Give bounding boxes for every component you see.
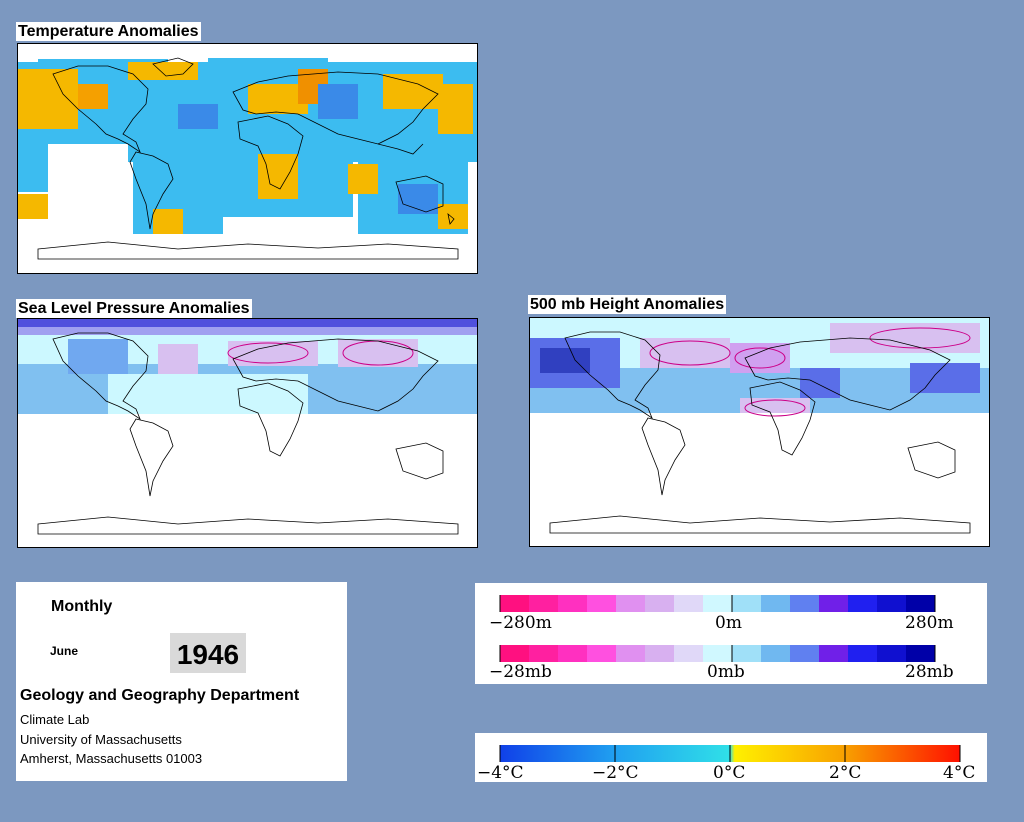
info-panel: Monthly June 1946 Geology and Geography … bbox=[16, 582, 347, 781]
address-line: Climate Lab bbox=[20, 712, 90, 727]
year-label: 1946 bbox=[170, 633, 246, 673]
temperature-legend: −4°C −2°C 0°C 2°C 4°C bbox=[475, 733, 987, 782]
temperature-anomaly-map bbox=[17, 43, 478, 274]
temperature-anomaly-field bbox=[18, 58, 477, 273]
temperature-legend-label: 4°C bbox=[943, 763, 975, 782]
pressure-legend-label: 0mb bbox=[707, 662, 745, 682]
department-name: Geology and Geography Department bbox=[20, 687, 300, 704]
height-contours bbox=[649, 327, 971, 417]
pressure-anomaly-field bbox=[18, 319, 477, 547]
height-legend-label: −280m bbox=[489, 613, 552, 633]
height-map-title: 500 mb Height Anomalies bbox=[528, 295, 727, 314]
temperature-legend-label: −2°C bbox=[592, 763, 639, 782]
month-label: June bbox=[50, 644, 79, 658]
period-label: Monthly bbox=[51, 598, 113, 615]
address-line: University of Massachusetts bbox=[20, 732, 182, 747]
pressure-legend-label: −28mb bbox=[489, 662, 552, 682]
temperature-legend-label: 2°C bbox=[829, 763, 861, 782]
pressure-anomaly-map bbox=[17, 318, 478, 548]
temperature-legend-label: −4°C bbox=[477, 763, 524, 782]
height-legend-label: 280m bbox=[905, 613, 954, 633]
height-anomaly-map bbox=[529, 317, 990, 547]
pressure-coastlines bbox=[37, 332, 459, 535]
height-legend-label: 0m bbox=[715, 613, 742, 633]
temperature-map-title: Temperature Anomalies bbox=[16, 22, 201, 41]
height-color-scale: −280m 0m 280m bbox=[489, 595, 954, 633]
temperature-coastlines bbox=[37, 57, 459, 260]
temperature-legend-label: 0°C bbox=[713, 763, 745, 782]
pressure-legend-label: 28mb bbox=[905, 662, 954, 682]
pressure-color-scale: −28mb 0mb 28mb bbox=[489, 645, 954, 682]
height-pressure-legend: −280m 0m 280m −28mb 0mb 28mb bbox=[475, 583, 987, 684]
pressure-map-title: Sea Level Pressure Anomalies bbox=[16, 299, 252, 318]
address-line: Amherst, Massachusetts 01003 bbox=[20, 751, 203, 766]
height-coastlines bbox=[549, 331, 971, 534]
